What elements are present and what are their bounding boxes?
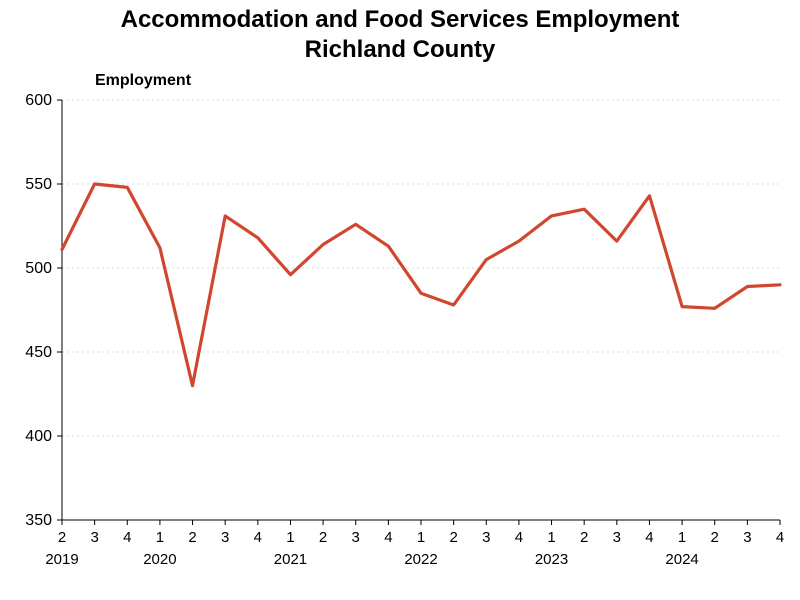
x-quarter-label: 3 <box>613 529 621 546</box>
chart-svg: 350 400 450 500 550 600 2 3 4 1 2 3 4 1 2 3 4 1 2 3 4 1 2 3 4 1 2 3… <box>0 0 800 600</box>
x-quarter-label: 4 <box>254 529 262 546</box>
x-year-label: 2020 <box>143 551 176 568</box>
x-quarter-label: 2 <box>319 529 327 546</box>
x-quarter-label: 2 <box>449 529 457 546</box>
x-quarter-label: 3 <box>743 529 751 546</box>
x-quarter-label: 1 <box>156 529 164 546</box>
chart-title-line1: Accommodation and Food Services Employme… <box>0 6 800 34</box>
data-line <box>62 184 780 386</box>
x-quarter-label: 4 <box>123 529 131 546</box>
x-quarter-label: 2 <box>711 529 719 546</box>
x-quarter-label: 4 <box>384 529 392 546</box>
x-quarter-label: 2 <box>188 529 196 546</box>
x-quarter-label: 1 <box>547 529 555 546</box>
x-quarter-label: 2 <box>58 529 66 546</box>
x-year-label: 2023 <box>535 551 568 568</box>
chart-title-line2: Richland County <box>0 36 800 64</box>
y-tick-label: 600 <box>25 92 52 109</box>
x-year-label: 2021 <box>274 551 307 568</box>
y-axis-label: Employment <box>95 72 191 90</box>
x-quarter-label: 1 <box>678 529 686 546</box>
y-tick-label: 400 <box>25 428 52 445</box>
x-quarter-label: 4 <box>776 529 784 546</box>
x-year-label: 2022 <box>404 551 437 568</box>
x-quarter-label: 4 <box>645 529 653 546</box>
x-quarter-label: 2 <box>580 529 588 546</box>
x-year-label: 2019 <box>45 551 78 568</box>
x-year-label: 2024 <box>665 551 698 568</box>
employment-line-chart: Accommodation and Food Services Employme… <box>0 0 800 600</box>
y-tick-label: 550 <box>25 176 52 193</box>
x-quarter-label: 3 <box>482 529 490 546</box>
y-tick-label: 450 <box>25 344 52 361</box>
x-quarter-label: 3 <box>90 529 98 546</box>
y-tick-label: 350 <box>25 512 52 529</box>
x-quarter-label: 3 <box>352 529 360 546</box>
x-quarter-label: 3 <box>221 529 229 546</box>
x-quarter-label: 1 <box>286 529 294 546</box>
y-tick-label: 500 <box>25 260 52 277</box>
x-quarter-label: 1 <box>417 529 425 546</box>
x-quarter-label: 4 <box>515 529 523 546</box>
